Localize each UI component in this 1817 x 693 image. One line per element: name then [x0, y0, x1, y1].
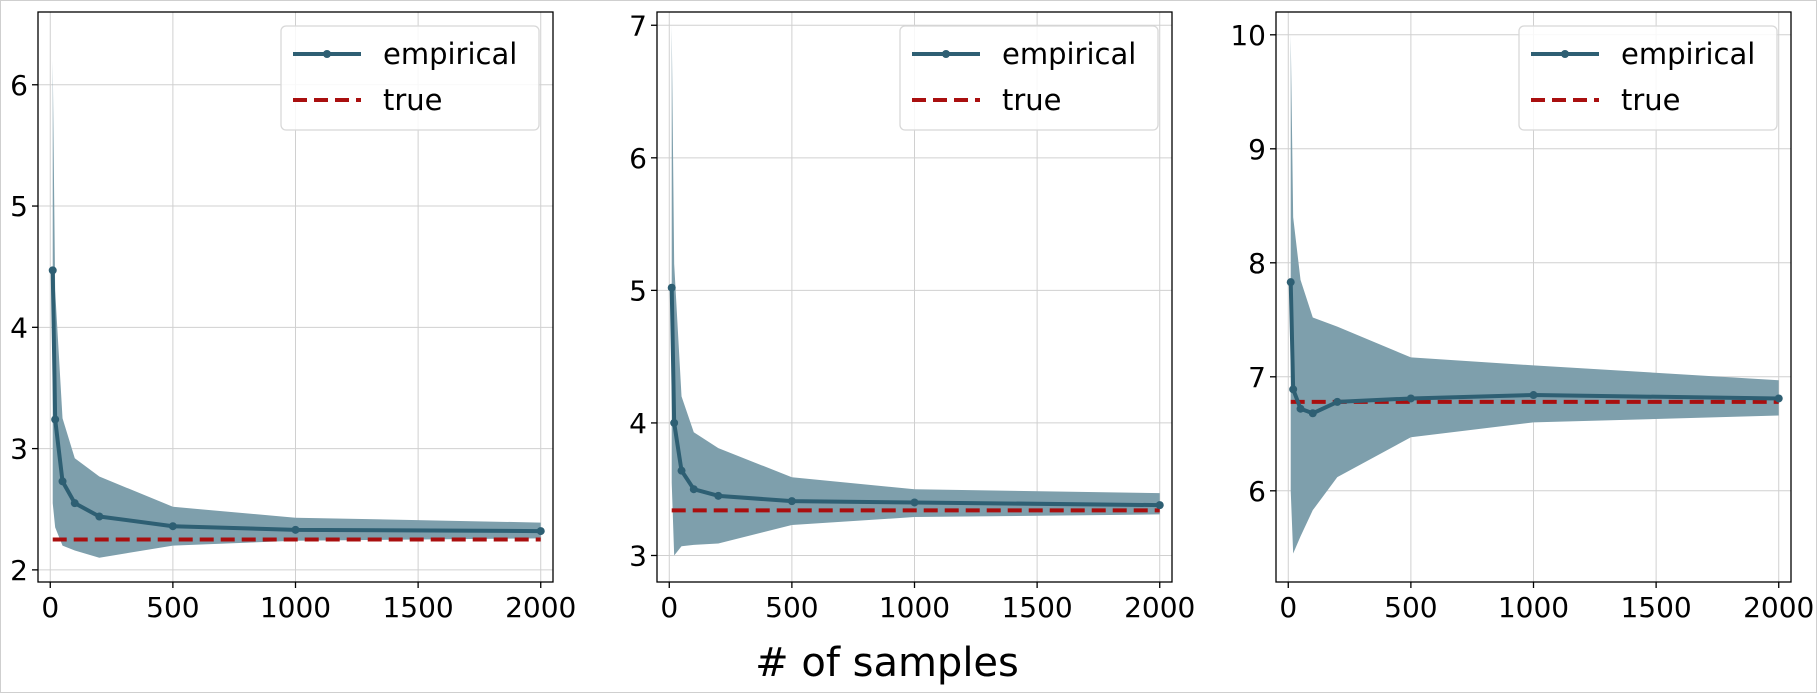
empirical-point — [1406, 394, 1415, 403]
y-tick-label: 8 — [1248, 247, 1266, 280]
x-tick-label: 1000 — [260, 591, 331, 624]
empirical-point — [1774, 394, 1783, 403]
empirical-point — [1529, 391, 1538, 400]
legend: empirical true — [280, 25, 540, 131]
empirical-point — [787, 497, 796, 506]
x-tick-label: 2000 — [1124, 591, 1195, 624]
empirical-point — [536, 527, 545, 536]
legend-true-label: true — [1002, 83, 1062, 117]
x-tick-label: 500 — [765, 591, 818, 624]
empirical-point — [1289, 385, 1298, 394]
empirical-point — [910, 498, 919, 507]
y-tick-label: 7 — [629, 9, 647, 42]
empirical-point — [168, 522, 177, 531]
y-tick-label: 4 — [10, 311, 28, 344]
empirical-point — [70, 499, 79, 508]
empirical-point — [58, 477, 67, 486]
empirical-point — [714, 491, 723, 500]
x-tick-label: 0 — [41, 591, 59, 624]
y-tick-label: 5 — [10, 190, 28, 223]
confidence-band — [671, 25, 1160, 556]
legend-empirical-label: empirical — [383, 37, 517, 71]
empirical-point — [1333, 397, 1342, 406]
x-tick-label: 1500 — [1620, 591, 1691, 624]
empirical-point — [291, 525, 300, 534]
x-tick-label: 2000 — [1743, 591, 1814, 624]
empirical-point — [95, 512, 104, 521]
x-axis-label: # of samples — [755, 640, 1019, 686]
x-tick-label: 1500 — [1001, 591, 1072, 624]
y-tick-label: 10 — [1230, 19, 1266, 52]
y-tick-label: 6 — [629, 142, 647, 175]
legend-empirical-marker — [942, 50, 950, 58]
legend-empirical-label: empirical — [1621, 37, 1755, 71]
empirical-point — [670, 418, 679, 427]
series-empirical-line — [669, 287, 1160, 508]
legend-empirical-marker — [1561, 50, 1569, 58]
y-tick-label: 3 — [629, 539, 647, 572]
empirical-point — [1286, 278, 1295, 287]
y-tick-label: 7 — [1248, 361, 1266, 394]
empirical-point — [1296, 404, 1305, 413]
subplot-2: 0 500 1000 1500 2000 3 4 5 6 7 empirical true — [629, 9, 1195, 624]
empirical-point — [667, 283, 676, 292]
x-tick-label: 1500 — [382, 591, 453, 624]
x-tick-label: 1000 — [1498, 591, 1569, 624]
legend-empirical-marker — [323, 50, 331, 58]
legend-empirical-label: empirical — [1002, 37, 1136, 71]
empirical-point — [1155, 501, 1164, 510]
confidence-band — [52, 60, 541, 558]
x-tick-label: 500 — [1384, 591, 1437, 624]
x-tick-label: 0 — [660, 591, 678, 624]
y-tick-label: 6 — [10, 69, 28, 102]
y-tick-label: 3 — [10, 433, 28, 466]
empirical-point — [689, 485, 698, 494]
y-tick-label: 5 — [629, 274, 647, 307]
empirical-point — [48, 266, 57, 275]
y-tick-label: 4 — [629, 407, 647, 440]
empirical-point — [51, 415, 60, 424]
x-tick-label: 1000 — [879, 591, 950, 624]
y-tick-label: 2 — [10, 554, 28, 587]
subplot-1: 0 500 1000 1500 2000 2 3 4 5 6 empirical true — [10, 11, 576, 624]
empirical-point — [677, 466, 686, 475]
x-tick-label: 0 — [1279, 591, 1297, 624]
y-tick-label: 6 — [1248, 475, 1266, 508]
empirical-point — [1308, 409, 1317, 418]
confidence-band — [1290, 34, 1779, 554]
y-tick-label: 9 — [1248, 133, 1266, 166]
legend: empirical true — [1518, 25, 1778, 131]
series-empirical-line — [50, 270, 541, 534]
x-tick-label: 2000 — [505, 591, 576, 624]
legend: empirical true — [899, 25, 1159, 131]
x-tick-label: 500 — [146, 591, 199, 624]
legend-true-label: true — [383, 83, 443, 117]
subplot-3: 0 500 1000 1500 2000 6 7 8 9 10 empirical true — [1230, 11, 1814, 624]
legend-true-label: true — [1621, 83, 1681, 117]
